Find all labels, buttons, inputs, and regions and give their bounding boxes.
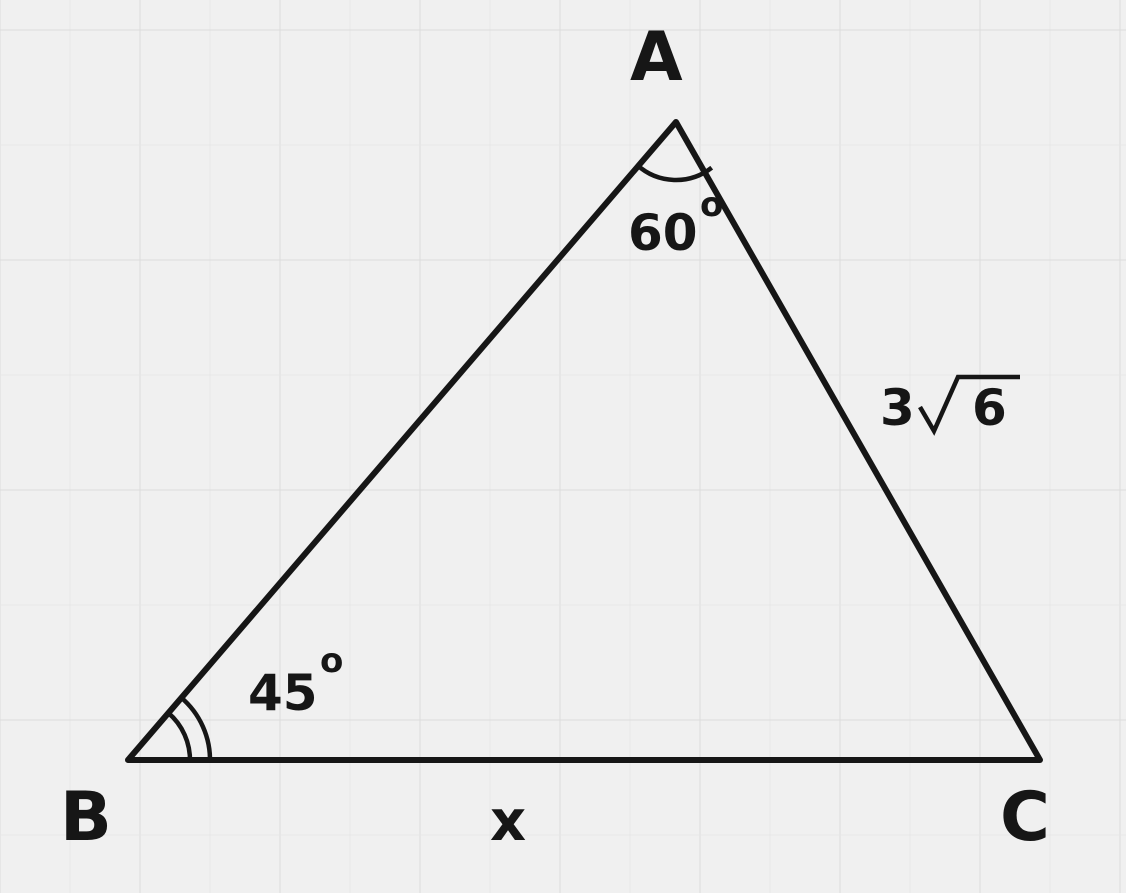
side-ac-label: 3 6 <box>880 377 1020 437</box>
side-bc-label: x <box>490 789 526 854</box>
angle-b-degree: o <box>320 641 343 681</box>
angle-a-label: 60 <box>628 204 698 262</box>
angle-b-label: 45 <box>248 664 318 722</box>
vertex-label-b: B <box>60 778 112 857</box>
vertex-label-a: A <box>630 18 683 97</box>
angle-a-degree: o <box>700 185 723 225</box>
side-ac-coeff: 3 <box>880 379 915 437</box>
vertex-label-c: C <box>1000 778 1050 857</box>
triangle-diagram: A B C 60 o 45 o 3 6 x <box>0 0 1126 893</box>
side-ac-radicand: 6 <box>972 379 1007 437</box>
